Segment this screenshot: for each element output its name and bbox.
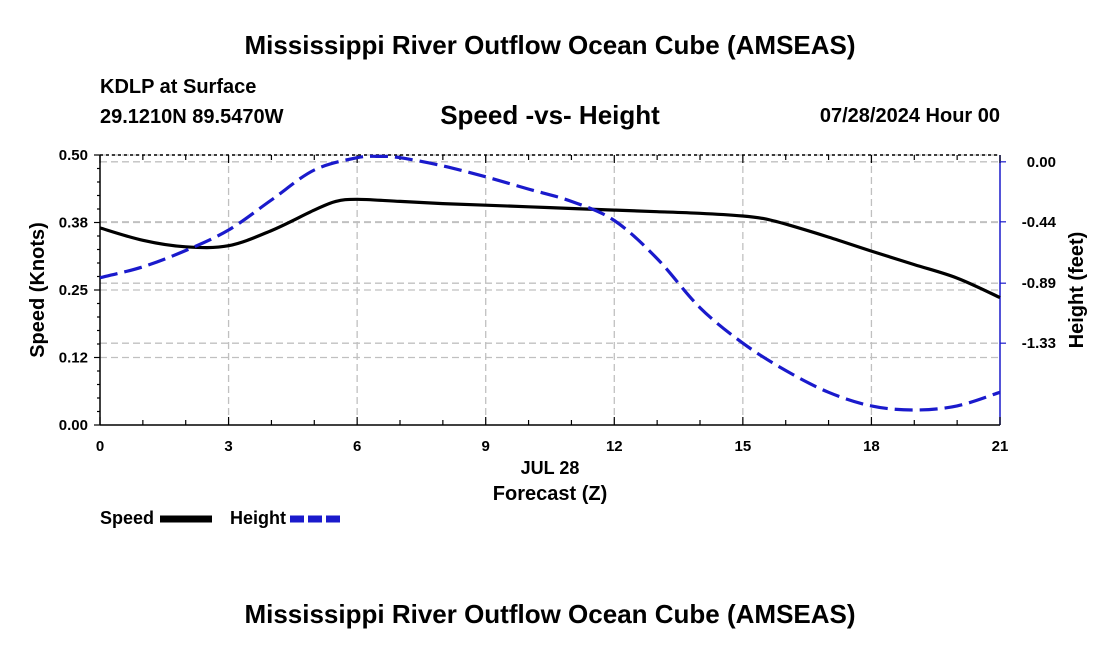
y-tick-label: 0.12 (59, 350, 88, 367)
x-tick-label: 21 (992, 438, 1009, 455)
y2-tick-label: -1.33 (1022, 335, 1056, 352)
legend-height-label: Height (230, 508, 286, 528)
chart-subtitle: Speed -vs- Height (440, 100, 660, 130)
legend-speed-swatch (160, 515, 212, 523)
chart-title: Mississippi River Outflow Ocean Cube (AM… (244, 30, 856, 60)
y2-tick-label: -0.89 (1022, 275, 1056, 292)
labels-layer: 0 3 6 9 12 15 18 21 0.00 0.12 0.25 0.38 0.50 0.00 -0.4… (27, 147, 1088, 505)
x-tick-label: 18 (863, 438, 880, 455)
x-tick-label: 15 (735, 438, 752, 455)
y-tick-label: 0.50 (59, 147, 88, 164)
y-tick-label: 0.25 (59, 282, 88, 299)
grid-layer (100, 154, 1000, 425)
y2-tick-label: 0.00 (1027, 154, 1056, 171)
y2-axis-title: Height (feet) (1066, 232, 1088, 349)
series-line-height (99, 154, 1001, 412)
x-tick-label: 9 (482, 438, 490, 455)
legend-speed-label: Speed (100, 508, 155, 528)
x-tick-label: 3 (224, 438, 232, 455)
chart-title-repeat: Mississippi River Outflow Ocean Cube (AM… (244, 599, 856, 629)
station-label: KDLP at Surface (100, 76, 257, 98)
series-line-speed (99, 197, 1001, 300)
y2-tick-label: -0.44 (1022, 214, 1057, 231)
series-layer (99, 154, 1001, 412)
y-tick-label: 0.38 (59, 215, 88, 232)
x-axis-title: Forecast (Z) (493, 483, 607, 505)
x-tick-label: 6 (353, 438, 361, 455)
legend-height-swatch (290, 515, 342, 523)
x-axis-date: JUL 28 (521, 458, 580, 478)
station-coordinates: 29.1210N 89.5470W (100, 106, 284, 128)
x-tick-label: 12 (606, 438, 623, 455)
y-tick-label: 0.00 (59, 417, 88, 434)
y-axis-title: Speed (Knots) (27, 222, 49, 358)
x-tick-label: 0 (96, 438, 104, 455)
forecast-datetime: 07/28/2024 Hour 00 (819, 105, 1000, 127)
axes-layer (94, 154, 1006, 426)
